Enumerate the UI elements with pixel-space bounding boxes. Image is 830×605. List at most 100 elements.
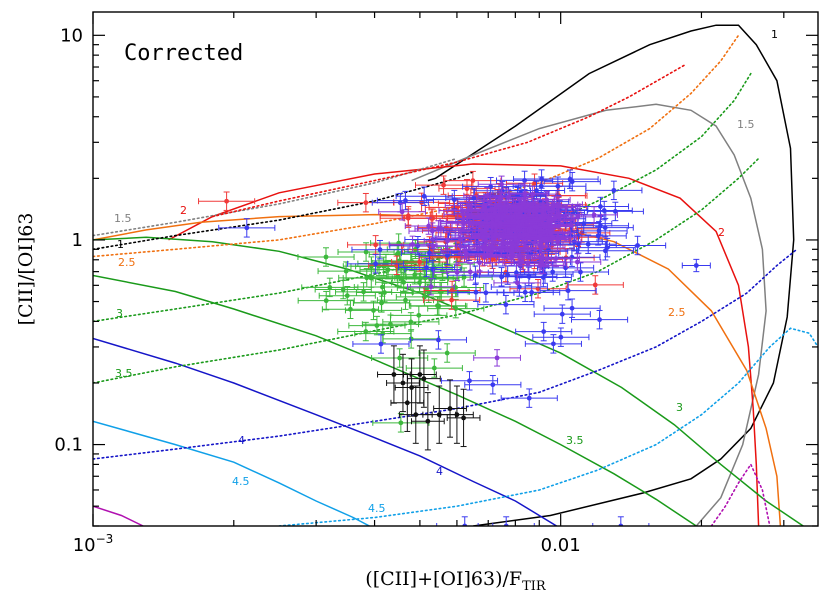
point-blue-21 xyxy=(571,309,629,330)
point-green-56 xyxy=(408,296,466,316)
point-black-2 xyxy=(394,358,429,417)
curve-solid-4 xyxy=(93,236,804,526)
point-blue-57 xyxy=(351,239,409,260)
point-green-52 xyxy=(353,277,411,297)
point-green-53 xyxy=(297,247,355,267)
point-green-42 xyxy=(314,279,372,300)
point-blue-115 xyxy=(576,217,634,238)
point-blue-53 xyxy=(477,294,535,315)
point-purple-192 xyxy=(473,349,521,367)
curve-label-10: 3.5 xyxy=(115,367,133,380)
point-blue-5 xyxy=(533,304,591,324)
point-purple-216 xyxy=(464,240,512,258)
curve-solid-1 xyxy=(411,103,767,526)
point-green-59 xyxy=(382,329,440,349)
curve-labels: 1 1 1.5 1.5 2 2 2.5 2.5 3 3 3.5 3.5 4 4 4.5 4.5 xyxy=(114,28,778,515)
point-purple-168 xyxy=(472,225,520,243)
point-blue-116 xyxy=(447,282,505,302)
point-purple-135 xyxy=(378,203,426,221)
curve-dotted-12 xyxy=(93,34,740,258)
curve-label-4: 2 xyxy=(180,204,187,217)
point-green-13 xyxy=(382,312,440,332)
point-green-36 xyxy=(301,277,359,298)
curve-label-3: 1.5 xyxy=(737,118,755,131)
point-purple-142 xyxy=(533,233,582,251)
curve-dotted-14 xyxy=(93,157,760,384)
point-purple-172 xyxy=(446,263,495,281)
point-purple-213 xyxy=(529,228,577,247)
point-purple-215 xyxy=(524,212,573,230)
y-axis-title: [CII]/[OI]63 xyxy=(15,213,37,326)
point-green-54 xyxy=(390,305,448,326)
curve-dotted-9 xyxy=(93,171,474,251)
point-blue-95 xyxy=(532,327,590,347)
x-tick-label-0: 10−3 xyxy=(73,532,114,556)
point-purple-218 xyxy=(474,196,523,214)
point-black-11 xyxy=(446,388,481,448)
point-purple-214 xyxy=(517,208,565,227)
point-green-22 xyxy=(355,282,414,303)
point-green-21 xyxy=(371,348,429,368)
curve-dotted-15 xyxy=(93,248,798,460)
curve-solid-0 xyxy=(427,24,795,526)
point-black-1 xyxy=(386,353,420,413)
point-purple-198 xyxy=(404,217,453,235)
point-blue-109 xyxy=(524,334,582,354)
point-black-9 xyxy=(433,379,467,438)
curve-dotted-17 xyxy=(710,462,771,526)
curve-solid-5 xyxy=(93,274,697,526)
point-purple-208 xyxy=(570,206,618,224)
point-purple-131 xyxy=(455,253,504,272)
point-blue-78 xyxy=(503,282,561,303)
point-extra-0 xyxy=(681,258,711,273)
point-black-4 xyxy=(407,349,441,408)
y-axis-label: [CII]/[OI]63 xyxy=(15,213,37,326)
curve-label-11: 3.5 xyxy=(566,434,584,447)
point-green-20 xyxy=(418,343,476,363)
point-purple-201 xyxy=(553,253,602,271)
point-purple-37 xyxy=(477,175,526,193)
y-tick-label-1: 1 xyxy=(72,230,83,251)
point-blue-106 xyxy=(515,321,573,342)
point-purple-219 xyxy=(516,226,565,245)
curve-label-1: 1 xyxy=(117,238,124,251)
point-red-119 xyxy=(423,290,481,310)
curve-label-7: 2.5 xyxy=(668,306,686,319)
point-green-38 xyxy=(337,242,395,262)
point-black-10 xyxy=(440,385,474,444)
curve-solid-8 xyxy=(93,505,144,526)
curve-label-5: 2 xyxy=(718,226,725,239)
point-blue-119 xyxy=(409,330,467,350)
curve-label-14: 4.5 xyxy=(232,475,250,488)
point-green-63 xyxy=(412,282,470,302)
point-green-46 xyxy=(321,299,379,319)
point-purple-29 xyxy=(414,220,463,238)
point-blue-22 xyxy=(571,196,630,217)
curve-dotted-11 xyxy=(211,63,687,218)
x-axis-title: ([CII]+[OI]63)/FTIR xyxy=(365,568,547,594)
curve-solid-7 xyxy=(93,420,370,526)
point-green-64 xyxy=(391,268,449,289)
point-purple-188 xyxy=(493,274,542,292)
point-blue-44 xyxy=(218,218,276,238)
point-blue-89 xyxy=(440,371,499,391)
point-purple-152 xyxy=(408,222,457,240)
point-red-105 xyxy=(198,191,256,211)
point-blue-94 xyxy=(490,277,548,297)
point-blue-83 xyxy=(500,388,558,408)
y-tick-label-0: 0.1 xyxy=(54,435,83,456)
x-tick-label-1: 0.01 xyxy=(541,535,581,556)
point-red-2 xyxy=(444,170,502,191)
curve-label-2: 1.5 xyxy=(114,212,132,225)
point-blue-122 xyxy=(512,176,570,196)
point-purple-206 xyxy=(463,187,512,205)
curve-label-12: 4 xyxy=(238,434,245,447)
data-points xyxy=(198,169,711,526)
point-purple-205 xyxy=(460,200,509,218)
x-axis-label: ([CII]+[OI]63)/FTIR xyxy=(365,568,547,594)
point-green-62 xyxy=(427,277,485,298)
curve-dotted-16 xyxy=(278,327,818,526)
point-red-126 xyxy=(566,275,624,295)
point-blue-99 xyxy=(543,298,601,318)
